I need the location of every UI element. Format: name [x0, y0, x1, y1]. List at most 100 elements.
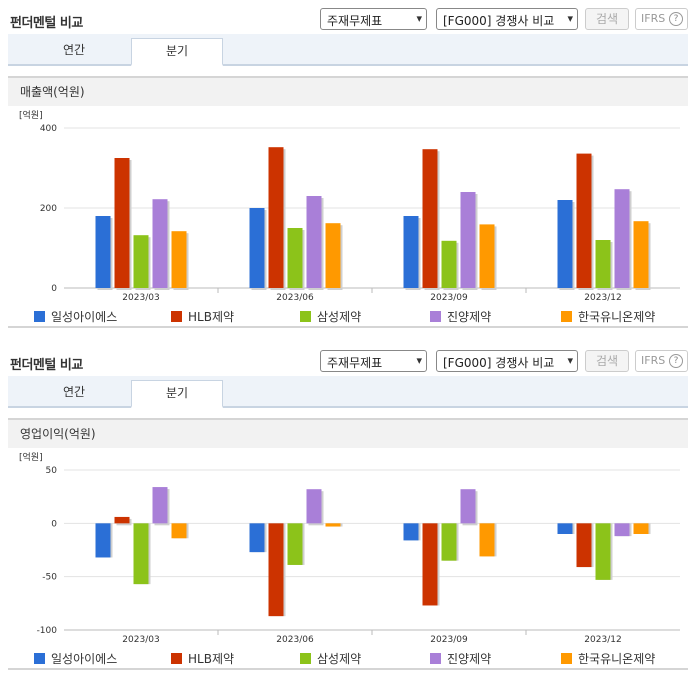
bar[interactable] [287, 228, 303, 288]
x-tick-label: 2023/03 [122, 635, 159, 645]
bar[interactable] [152, 487, 168, 524]
bar[interactable] [595, 523, 611, 580]
legend-label: 삼성제약 [317, 310, 362, 324]
help-icon[interactable]: ? [669, 354, 683, 368]
bar[interactable] [460, 489, 476, 524]
bar[interactable] [614, 523, 630, 537]
bar[interactable] [306, 489, 322, 524]
bar[interactable] [171, 523, 187, 539]
bar[interactable] [460, 192, 476, 288]
legend-item[interactable]: 일성아이에스 [34, 308, 117, 325]
legend-item[interactable]: 삼성제약 [300, 308, 361, 325]
compare-select[interactable]: [FG000] 경쟁사 비교 ▾ [436, 350, 578, 372]
legend-item[interactable]: 삼성제약 [300, 650, 361, 667]
chevron-down-icon: ▾ [416, 12, 422, 25]
legend-swatch [430, 311, 441, 322]
bar[interactable] [114, 516, 130, 524]
legend-item[interactable]: 일성아이에스 [34, 650, 117, 667]
section-title: 펀더멘털 비교 [10, 16, 83, 31]
legend-item[interactable]: HLB제약 [171, 308, 234, 325]
fundamental-section-revenue: 펀더멘털 비교 주재무제표 ▾ [FG000] 경쟁사 비교 ▾ 검색 IFRS? … [0, 0, 696, 328]
bar[interactable] [576, 153, 592, 288]
y-tick-label: 50 [46, 466, 58, 476]
bar[interactable] [422, 523, 438, 606]
bar[interactable] [114, 158, 130, 288]
bar[interactable] [95, 523, 111, 558]
legend-swatch [171, 311, 182, 322]
legend-swatch [300, 653, 311, 664]
bar[interactable] [249, 523, 265, 553]
legend-label: HLB제약 [188, 310, 235, 324]
fundamental-section-operating-profit: 펀더멘털 비교 주재무제표 ▾ [FG000] 경쟁사 비교 ▾ 검색 IFRS? … [0, 342, 696, 670]
legend-label: 일성아이에스 [51, 652, 118, 666]
legend-label: 한국유니온제약 [578, 310, 656, 324]
chart-legend: 일성아이에스 HLB제약 삼성제약 진양제약 한국유니온제약 [34, 308, 684, 324]
bar[interactable] [633, 523, 649, 534]
bar[interactable] [325, 223, 341, 288]
legend-label: 진양제약 [447, 652, 492, 666]
legend-item[interactable]: 한국유니온제약 [561, 308, 655, 325]
legend-label: HLB제약 [188, 652, 235, 666]
bar[interactable] [633, 221, 649, 288]
bar[interactable] [441, 240, 457, 288]
tab-annual[interactable]: 연간 [62, 385, 86, 399]
bar[interactable] [268, 523, 284, 617]
tab-quarterly[interactable]: 분기 [131, 380, 223, 408]
bar[interactable] [95, 216, 111, 288]
period-tabs: 연간 분기 [8, 376, 688, 408]
compare-select[interactable]: [FG000] 경쟁사 비교 ▾ [436, 8, 578, 30]
legend-label: 한국유니온제약 [578, 652, 656, 666]
bar[interactable] [422, 149, 438, 288]
x-tick-label: 2023/12 [584, 635, 621, 645]
x-tick-label: 2023/06 [276, 635, 314, 645]
bar[interactable] [287, 523, 303, 565]
statement-select[interactable]: 주재무제표 ▾ [320, 350, 427, 372]
bar[interactable] [479, 224, 495, 288]
bar[interactable] [557, 200, 573, 288]
bar[interactable] [403, 523, 419, 541]
statement-select[interactable]: 주재무제표 ▾ [320, 8, 427, 30]
x-tick-label: 2023/03 [122, 293, 159, 303]
bar[interactable] [403, 216, 419, 288]
y-tick-label: -100 [37, 626, 58, 636]
tab-annual[interactable]: 연간 [62, 43, 86, 57]
bar[interactable] [595, 240, 611, 288]
bar[interactable] [441, 523, 457, 561]
x-tick-label: 2023/09 [430, 635, 468, 645]
legend-item[interactable]: HLB제약 [171, 650, 234, 667]
bar[interactable] [306, 196, 322, 288]
bar[interactable] [576, 523, 592, 568]
revenue-chart: [억원] 0 200 400 2023/03 2023/06 2023/09 2023/12 … [8, 106, 688, 328]
ifrs-button[interactable]: IFRS? [635, 350, 688, 372]
bar[interactable] [249, 208, 265, 288]
tab-quarterly[interactable]: 분기 [131, 38, 223, 66]
bar[interactable] [479, 523, 495, 557]
y-tick-label: 0 [51, 519, 57, 529]
bar[interactable] [325, 523, 341, 527]
ifrs-label: IFRS [641, 354, 666, 367]
legend-item[interactable]: 한국유니온제약 [561, 650, 655, 667]
bar[interactable] [268, 147, 284, 288]
legend-item[interactable]: 진양제약 [430, 650, 491, 667]
bar[interactable] [557, 523, 573, 534]
legend-item[interactable]: 진양제약 [430, 308, 491, 325]
legend-swatch [34, 653, 45, 664]
compare-select-value: [FG000] 경쟁사 비교 [443, 14, 555, 28]
y-tick-label: 0 [51, 284, 57, 294]
x-tick-label: 2023/12 [584, 293, 621, 303]
help-icon[interactable]: ? [669, 12, 683, 26]
x-tick-label: 2023/09 [430, 293, 468, 303]
bar[interactable] [152, 199, 168, 288]
bar[interactable] [133, 523, 149, 585]
ifrs-button[interactable]: IFRS? [635, 8, 688, 30]
search-button[interactable]: 검색 [585, 350, 629, 372]
bar[interactable] [614, 189, 630, 288]
bar[interactable] [133, 235, 149, 288]
y-unit-label: [억원] [19, 451, 43, 463]
chevron-down-icon: ▾ [416, 354, 422, 367]
y-unit-label: [억원] [19, 109, 43, 121]
bar[interactable] [171, 231, 187, 288]
legend-label: 일성아이에스 [51, 310, 118, 324]
section-header: 펀더멘털 비교 주재무제표 ▾ [FG000] 경쟁사 비교 ▾ 검색 IFRS? [0, 0, 696, 34]
search-button[interactable]: 검색 [585, 8, 629, 30]
